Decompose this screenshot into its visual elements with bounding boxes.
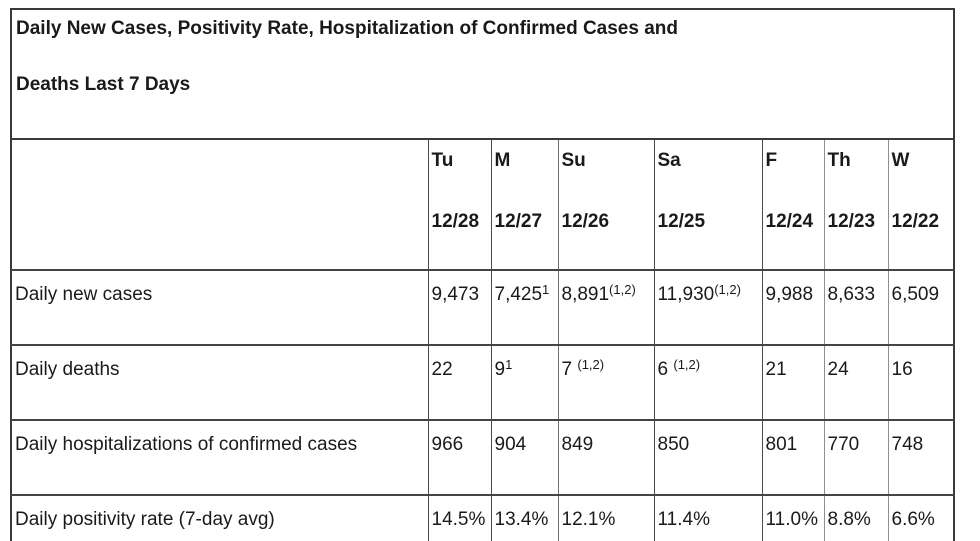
data-cell: 11.4%	[654, 494, 763, 541]
column-day: Th	[827, 150, 851, 171]
data-cell: 9,988	[762, 269, 825, 345]
data-cell: 8.8%	[824, 494, 889, 541]
data-cell: 22	[428, 344, 492, 420]
column-day: M	[494, 150, 511, 171]
data-cell: 6,509	[888, 269, 955, 345]
footnote-marker: 1	[542, 282, 550, 297]
page-title: Daily New Cases, Positivity Rate, Hospit…	[11, 9, 954, 139]
data-cell: 904	[491, 419, 559, 495]
title-row: Daily New Cases, Positivity Rate, Hospit…	[11, 9, 954, 139]
table-row-daily-new-cases: Daily new cases 9,473 7,4251 8,891(1,2) …	[11, 269, 955, 345]
data-cell: 8,633	[824, 269, 889, 345]
data-cell: 8,891(1,2)	[558, 269, 655, 345]
column-day: F	[765, 150, 778, 171]
data-cell: 21	[762, 344, 825, 420]
data-cell: 14.5%	[428, 494, 492, 541]
column-date: 12/23	[827, 211, 876, 233]
table-row-daily-hospitalizations: Daily hospitalizations of confirmed case…	[11, 419, 955, 495]
data-cell: 9,473	[428, 269, 492, 345]
footnote-marker: (1,2)	[673, 357, 701, 372]
data-cell: 770	[824, 419, 889, 495]
page-title-line2: Deaths Last 7 Days	[16, 74, 191, 96]
data-cell: 11.0%	[762, 494, 825, 541]
column-header-m: M 12/27	[491, 138, 559, 270]
column-header-f: F 12/24	[762, 138, 825, 270]
table-row-daily-positivity-rate: Daily positivity rate (7-day avg) 14.5% …	[11, 494, 955, 541]
table-row-daily-deaths: Daily deaths 22 91 7 (1,2) 6 (1,2) 21 24…	[11, 344, 955, 420]
data-cell: 12.1%	[558, 494, 655, 541]
footnote-marker: (1,2)	[714, 282, 741, 297]
footnote-marker: (1,2)	[609, 282, 636, 297]
data-cell: 24	[824, 344, 889, 420]
column-day: W	[891, 150, 910, 171]
data-cell: 748	[888, 419, 955, 495]
covid-stats-table: Daily New Cases, Positivity Rate, Hospit…	[10, 8, 956, 541]
data-cell: 7 (1,2)	[558, 344, 655, 420]
column-day: Tu	[431, 150, 454, 171]
row-label: Daily hospitalizations of confirmed case…	[11, 419, 429, 495]
covid-stats-table-wrap: Daily New Cases, Positivity Rate, Hospit…	[10, 8, 956, 541]
data-cell: 13.4%	[491, 494, 559, 541]
row-label: Daily deaths	[11, 344, 429, 420]
column-date: 12/24	[765, 211, 814, 233]
data-cell: 801	[762, 419, 825, 495]
column-header-th: Th 12/23	[824, 138, 889, 270]
row-label: Daily positivity rate (7-day avg)	[11, 494, 429, 541]
header-empty-cell	[11, 138, 429, 270]
column-date: 12/27	[494, 211, 543, 233]
column-header-w: W 12/22	[888, 138, 955, 270]
header-row: Tu 12/28 M 12/27 Su 12/26 Sa 12/25 F 1	[11, 138, 955, 270]
column-header-tu: Tu 12/28	[428, 138, 492, 270]
data-cell: 11,930(1,2)	[654, 269, 763, 345]
column-date: 12/26	[561, 211, 610, 233]
data-cell: 7,4251	[491, 269, 559, 345]
data-cell: 966	[428, 419, 492, 495]
data-cell: 16	[888, 344, 955, 420]
row-label: Daily new cases	[11, 269, 429, 345]
data-cell: 91	[491, 344, 559, 420]
column-header-su: Su 12/26	[558, 138, 655, 270]
column-day: Su	[561, 150, 586, 171]
column-date: 12/25	[657, 211, 706, 233]
column-date: 12/28	[431, 211, 480, 233]
column-date: 12/22	[891, 211, 940, 233]
data-cell: 6 (1,2)	[654, 344, 763, 420]
data-cell: 6.6%	[888, 494, 955, 541]
data-cell: 850	[654, 419, 763, 495]
column-day: Sa	[657, 150, 681, 171]
data-cell: 849	[558, 419, 655, 495]
footnote-marker: 1	[505, 357, 513, 372]
footnote-marker: (1,2)	[577, 357, 605, 372]
column-header-sa: Sa 12/25	[654, 138, 763, 270]
page-title-line1: Daily New Cases, Positivity Rate, Hospit…	[16, 18, 679, 39]
